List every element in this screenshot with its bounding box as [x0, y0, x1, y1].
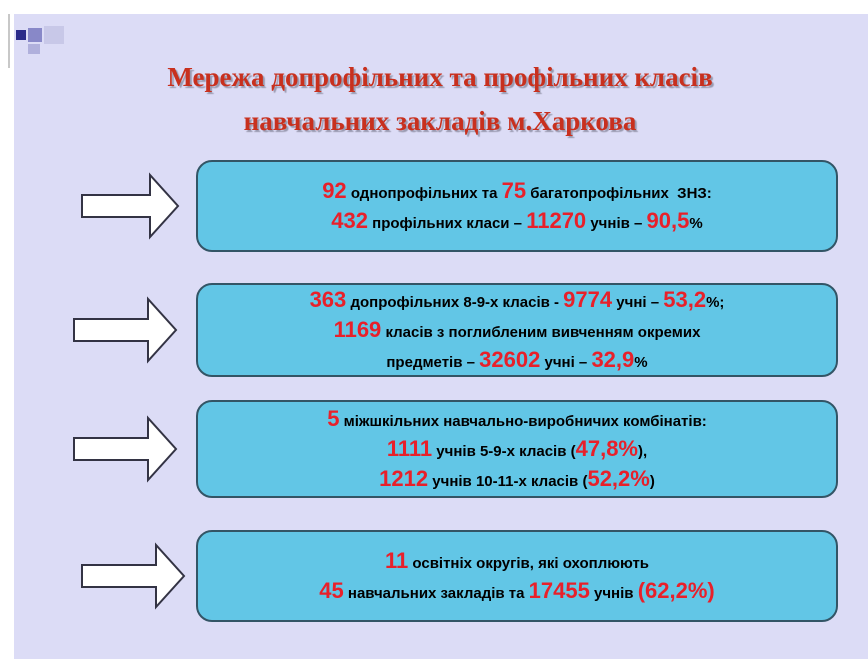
text-segment: учнів 10-11-х класів ( — [428, 472, 588, 490]
corner-decoration — [8, 14, 64, 68]
arrow-shape — [81, 172, 180, 240]
text-line: 363 допрофільних 8-9-х класів - 9774 учн… — [310, 285, 725, 315]
text-segment: 17455 — [528, 578, 590, 603]
title-line: Мережа допрофільних та профільних класів — [167, 62, 713, 92]
text-segment: профільних класи – — [368, 215, 527, 232]
text-segment: 90,5 — [646, 208, 690, 233]
text-segment: %; — [706, 294, 725, 312]
text-segment: 432 — [331, 208, 368, 233]
text-segment: 32,9 — [591, 346, 635, 372]
text-segment: 11270 — [526, 208, 587, 233]
text-segment: учнів 5-9-х класів ( — [432, 443, 576, 461]
text-segment: 52,2% — [587, 465, 650, 491]
text-segment: 1212 — [379, 465, 429, 491]
info-box: 363 допрофільних 8-9-х класів - 9774 учн… — [196, 283, 838, 377]
text-segment: учні – — [612, 294, 664, 312]
text-segment: 32602 — [479, 346, 541, 372]
text-line: 1169 класів з поглибленим вивченням окре… — [334, 315, 701, 345]
text-segment: допрофільних 8-9-х класів - — [346, 294, 564, 312]
text-line: 45 навчальних закладів та 17455 учнів (6… — [319, 576, 714, 606]
text-segment: 92 — [322, 178, 347, 204]
text-segment: учнів – — [586, 215, 647, 232]
text-segment: багатопрофільних ЗНЗ: — [526, 185, 712, 203]
text-segment: % — [689, 215, 703, 232]
text-segment: 47,8% — [575, 436, 638, 462]
text-segment: 75 — [501, 178, 527, 204]
text-segment: 53,2 — [663, 287, 707, 313]
text-line: предметів – 32602 учні – 32,9% — [386, 345, 647, 375]
title-line: навчальних закладів м.Харкова — [243, 106, 637, 136]
text-segment: 5 — [327, 406, 340, 432]
text-segment: класів з поглибленим вивченням окремих — [381, 324, 701, 342]
info-box: 92 однопрофільних та 75 багатопрофільних… — [196, 160, 838, 252]
info-box: 5 міжшкільних навчально-виробничих комбі… — [196, 400, 838, 498]
text-line: 1212 учнів 10-11-х класів (52,2%) — [379, 464, 655, 494]
text-segment: ) — [649, 472, 655, 490]
text-segment: однопрофільних та — [346, 185, 502, 203]
arrow-shape — [73, 296, 178, 364]
text-line: 1111 учнів 5-9-х класів (47,8%), — [387, 434, 647, 464]
arrow — [81, 172, 180, 240]
text-segment: ), — [638, 443, 648, 461]
text-segment: учні – — [540, 353, 592, 371]
text-segment: предметів – — [386, 353, 480, 371]
text-line: 432 профільних класи – 11270 учнів – 90,… — [331, 206, 702, 236]
text-segment: 45 — [319, 578, 344, 603]
text-segment: % — [634, 353, 648, 371]
arrow — [81, 542, 186, 610]
text-segment: 1169 — [333, 317, 382, 343]
arrow-shape — [81, 542, 186, 610]
text-segment: навчальних закладів та — [343, 585, 529, 602]
text-segment: міжшкільних навчально-виробничих комбіна… — [339, 413, 707, 431]
text-segment: 363 — [309, 287, 347, 313]
text-segment: 9774 — [563, 287, 613, 313]
info-box: 11 освітніх округів, які охоплюють 45 нав… — [196, 530, 838, 622]
text-segment: 11 — [384, 548, 409, 574]
text-segment: освітніх округів, які охоплюють — [408, 555, 650, 573]
text-segment: 1111 — [386, 436, 433, 462]
text-segment: (62,2%) — [637, 578, 715, 603]
text-segment: учнів — [589, 585, 638, 602]
text-line: 5 міжшкільних навчально-виробничих комбі… — [327, 404, 707, 434]
arrow-shape — [73, 415, 178, 483]
text-line: 11 освітніх округів, які охоплюють — [385, 546, 649, 576]
arrow — [73, 415, 178, 483]
text-line: 92 однопрофільних та 75 багатопрофільних… — [322, 176, 712, 206]
arrow — [73, 296, 178, 364]
